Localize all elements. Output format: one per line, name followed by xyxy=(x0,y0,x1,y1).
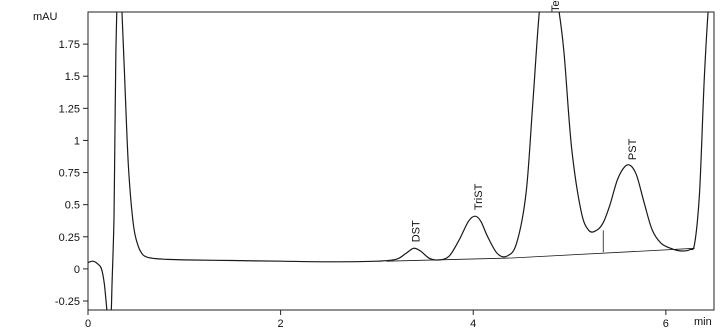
integration-baseline xyxy=(386,257,512,262)
y-axis: -0.25 0 0.25 0.5 0.75 1 1.25 1.5 1.75 xyxy=(55,39,88,308)
y-tick-label: 1.5 xyxy=(65,71,80,83)
peak-label: TetraST xyxy=(550,0,562,12)
x-tick-label: 2 xyxy=(278,318,284,330)
integration-baseline xyxy=(511,247,695,259)
x-axis-unit: min xyxy=(694,316,712,328)
x-tick-label: 0 xyxy=(85,318,91,330)
x-axis: 0 2 4 6 xyxy=(85,310,669,330)
y-tick-label: 1.25 xyxy=(59,103,80,115)
y-tick-label: -0.25 xyxy=(55,296,80,308)
y-tick-label: 0.5 xyxy=(65,200,80,212)
x-tick-label: 6 xyxy=(663,318,669,330)
y-tick-label: 0 xyxy=(74,264,80,276)
y-tick-label: 0.75 xyxy=(59,168,80,180)
peak-label: TriST xyxy=(473,183,485,210)
plot-frame xyxy=(87,11,715,311)
y-tick-label: 1 xyxy=(74,135,80,147)
x-tick-label: 4 xyxy=(470,318,476,330)
peak-label: DST xyxy=(410,220,422,242)
plot-area: DST TriST TetraST PST xyxy=(88,0,709,310)
y-tick-label: 0.25 xyxy=(59,232,80,244)
y-tick-label: 1.75 xyxy=(59,39,80,51)
peak-label: PST xyxy=(627,138,639,160)
chromatogram-trace xyxy=(88,12,709,310)
y-axis-unit: mAU xyxy=(33,11,58,23)
